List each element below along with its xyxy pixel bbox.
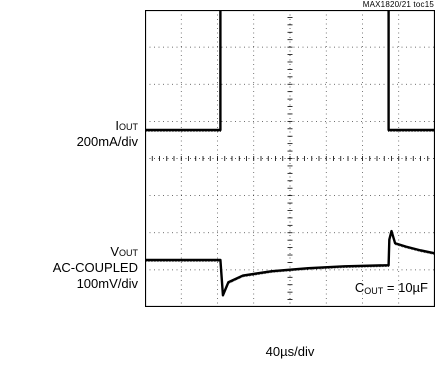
figure-id: MAX1820/21 toc15 [362, 0, 434, 9]
vout-label-sub: OUT [119, 248, 138, 258]
cout-annotation-rest: = 10µF [383, 280, 428, 295]
scope-traces [145, 10, 435, 297]
trace-noise-iout [145, 10, 435, 132]
timebase-label: 40µs/div [265, 344, 315, 359]
vout-label-main: V [110, 244, 119, 259]
scope-screen: COUT = 10µF [145, 10, 435, 307]
cout-annotation-sub: OUT [364, 286, 384, 296]
vout-coupling-label: AC-COUPLED [52, 260, 138, 275]
vout-channel-label: VOUT [80, 244, 138, 261]
trace-vout [145, 229, 435, 297]
iout-label-main: I [115, 118, 119, 133]
cout-annotation-main: C [355, 280, 364, 295]
iout-scale-label: 200mA/div [76, 134, 138, 149]
cout-annotation: COUT = 10µF [355, 280, 428, 296]
iout-label-sub: OUT [119, 122, 138, 132]
vout-scale-label: 100mV/div [76, 276, 138, 291]
trace-iout [145, 10, 435, 132]
iout-channel-label: IOUT [80, 118, 138, 135]
